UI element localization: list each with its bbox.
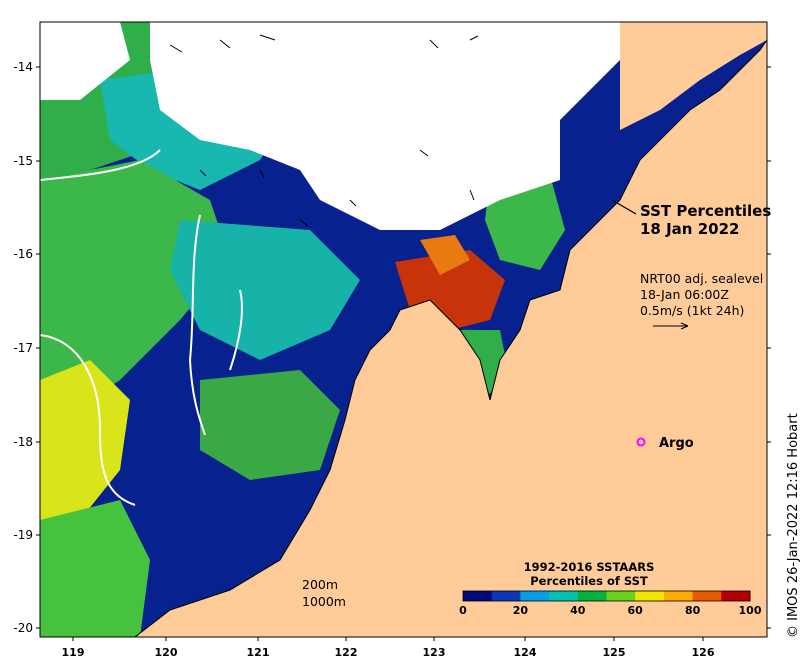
- current-arrow: [219, 39, 231, 49]
- cloud-northwest: [40, 22, 130, 100]
- green-patch-northeast-coast: [485, 175, 565, 270]
- map-title-line1: SST Percentiles: [640, 202, 771, 220]
- plot-frame: [39, 21, 768, 638]
- northern-land-strip: [620, 22, 767, 130]
- lon-tick-label: 120: [155, 646, 178, 659]
- cloud-north: [150, 22, 620, 230]
- title-pointer-line: [611, 199, 637, 215]
- contour-label-200m: 200m: [302, 577, 338, 592]
- lat-tick-label: -15: [13, 154, 33, 168]
- colorbar-tick-label: 80: [685, 604, 701, 617]
- colorbar: 1992-2016 SSTAARS Percentiles of SST 0 20…: [459, 560, 762, 617]
- credit-text: © IMOS 26-Jan-2022 12:16 Hobart: [786, 413, 801, 638]
- colorbar-segment: [491, 591, 521, 601]
- colorbar-tick-label: 20: [513, 604, 529, 617]
- contour-line: [389, 99, 431, 121]
- current-arrow: [259, 34, 276, 41]
- current-arrow: [469, 189, 475, 201]
- green-patch-southwest: [40, 500, 150, 637]
- colorbar-segment: [692, 591, 722, 601]
- latitude-axis: -14 -15 -16 -17 -18 -19 -20: [13, 60, 771, 635]
- cyan-patch-central: [170, 220, 360, 360]
- colorbar-tick-label: 60: [628, 604, 644, 617]
- colorbar-ticks: 0 20 40 60 80 100: [459, 604, 762, 617]
- argo-float-marker: [636, 437, 646, 447]
- lon-tick-label: 126: [692, 646, 715, 659]
- contour-line: [40, 334, 136, 506]
- colorbar-segment: [549, 591, 579, 601]
- current-vectors: [169, 34, 479, 227]
- lat-tick-label: -20: [13, 621, 33, 635]
- current-arrow: [419, 149, 429, 157]
- current-arrow: [299, 219, 309, 227]
- sealevel-info-line1: NRT00 adj. sealevel: [640, 271, 763, 286]
- colorbar-segment: [635, 591, 665, 601]
- current-arrow: [169, 44, 183, 53]
- cloud-mask: [40, 22, 620, 230]
- colorbar-title-line1: 1992-2016 SSTAARS: [524, 560, 655, 574]
- colorbar-frame: [462, 590, 751, 602]
- map-title-line2: 18 Jan 2022: [640, 220, 739, 238]
- current-arrow: [469, 35, 479, 41]
- argo-label: Argo: [659, 436, 694, 451]
- current-arrow: [429, 39, 439, 49]
- longitude-axis: 119 120 121 122 123 124 125 126: [62, 637, 715, 659]
- colorbar-segment: [606, 591, 636, 601]
- orange-patch-coast: [420, 235, 470, 275]
- contour-label-1000m: 1000m: [302, 594, 346, 609]
- colorbar-tick-label: 40: [570, 604, 586, 617]
- contour-line: [40, 149, 161, 181]
- contour-line: [188, 214, 206, 436]
- lon-tick-label: 124: [514, 646, 537, 659]
- scale-arrow-icon: [653, 322, 689, 330]
- colorbar-segment: [463, 591, 493, 601]
- colorbar-tick-label: 100: [739, 604, 762, 617]
- colorbar-segment: [520, 591, 550, 601]
- green-patch-central: [200, 370, 340, 480]
- lon-tick-label: 121: [247, 646, 270, 659]
- lat-tick-label: -19: [13, 528, 33, 542]
- lon-tick-label: 119: [62, 646, 85, 659]
- current-arrow: [259, 169, 265, 179]
- lon-tick-label: 123: [423, 646, 446, 659]
- lon-tick-label: 125: [603, 646, 626, 659]
- land-mass: [134, 22, 767, 637]
- colorbar-segment: [663, 591, 694, 601]
- lat-tick-label: -16: [13, 247, 33, 261]
- colorbar-segment: [721, 591, 751, 601]
- contour-line: [229, 289, 243, 371]
- sealevel-info-line3: 0.5m/s (1kt 24h): [640, 303, 744, 318]
- lon-tick-label: 122: [335, 646, 358, 659]
- lat-tick-label: -18: [13, 435, 33, 449]
- colorbar-segments: [462, 590, 751, 602]
- sealevel-contours: [40, 99, 431, 506]
- colorbar-segment: [577, 591, 607, 601]
- sealevel-info-line2: 18-Jan 06:00Z: [640, 287, 729, 302]
- lat-tick-label: -17: [13, 341, 33, 355]
- colorbar-title-line2: Percentiles of SST: [530, 574, 648, 588]
- current-arrow: [199, 169, 207, 177]
- kimberley-coast: [134, 22, 767, 637]
- colorbar-tick-label: 0: [459, 604, 467, 617]
- current-arrow: [349, 199, 357, 207]
- lat-tick-label: -14: [13, 60, 33, 74]
